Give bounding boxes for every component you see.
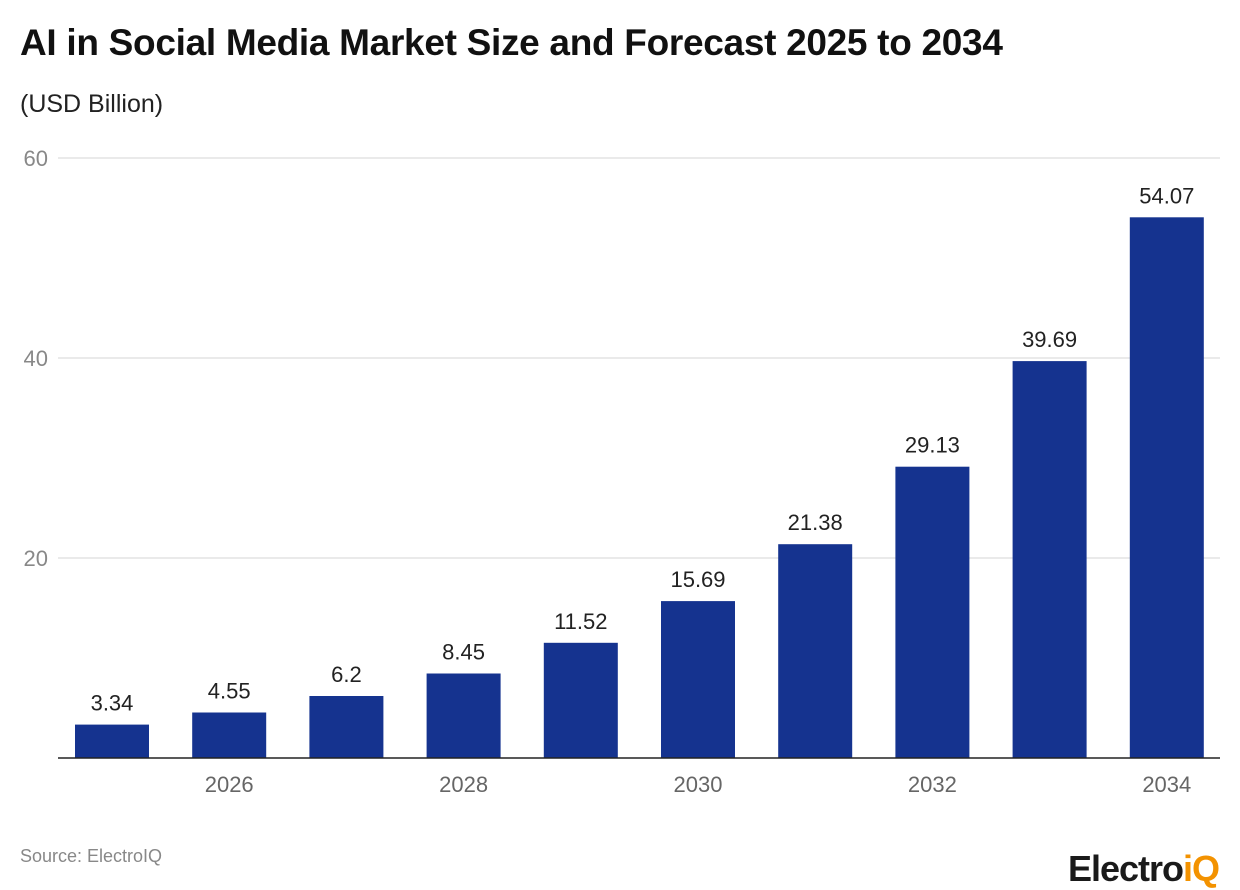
bar — [426, 673, 501, 758]
x-tick-label: 2032 — [908, 772, 957, 797]
data-label: 8.45 — [442, 640, 485, 665]
y-tick-label: 40 — [24, 346, 48, 371]
chart-title: AI in Social Media Market Size and Forec… — [20, 22, 1003, 63]
data-label: 4.55 — [208, 679, 251, 704]
data-label: 39.69 — [1022, 327, 1077, 352]
data-label: 11.52 — [554, 609, 607, 634]
x-tick-label: 2034 — [1142, 772, 1191, 797]
y-tick-label: 20 — [24, 546, 48, 571]
bar — [895, 466, 970, 758]
data-label: 15.69 — [670, 567, 725, 592]
x-tick-label: 2030 — [674, 772, 723, 797]
source-note: Source: ElectroIQ — [20, 846, 163, 866]
bar — [661, 601, 735, 758]
bar — [192, 712, 267, 758]
bar — [543, 642, 618, 758]
data-label: 21.38 — [788, 510, 843, 535]
y-tick-label: 60 — [24, 146, 48, 171]
bar — [75, 724, 149, 758]
data-label: 6.2 — [331, 662, 362, 687]
x-tick-label: 2028 — [439, 772, 488, 797]
x-tick-label: 2026 — [205, 772, 254, 797]
bar-chart: 20 40 60 3.34 4.55 6.2 8.45 11.52 15.69 21.38 29.1… — [24, 146, 1220, 797]
bar — [1129, 217, 1204, 759]
data-label: 3.34 — [91, 691, 134, 716]
bar — [778, 544, 853, 758]
data-label: 54.07 — [1139, 183, 1194, 208]
data-label: 29.13 — [905, 433, 960, 458]
electroiq-logo: ElectroiQ — [1068, 848, 1220, 889]
chart-subtitle: (USD Billion) — [20, 90, 164, 118]
bar — [309, 696, 384, 758]
bar — [1012, 361, 1087, 758]
